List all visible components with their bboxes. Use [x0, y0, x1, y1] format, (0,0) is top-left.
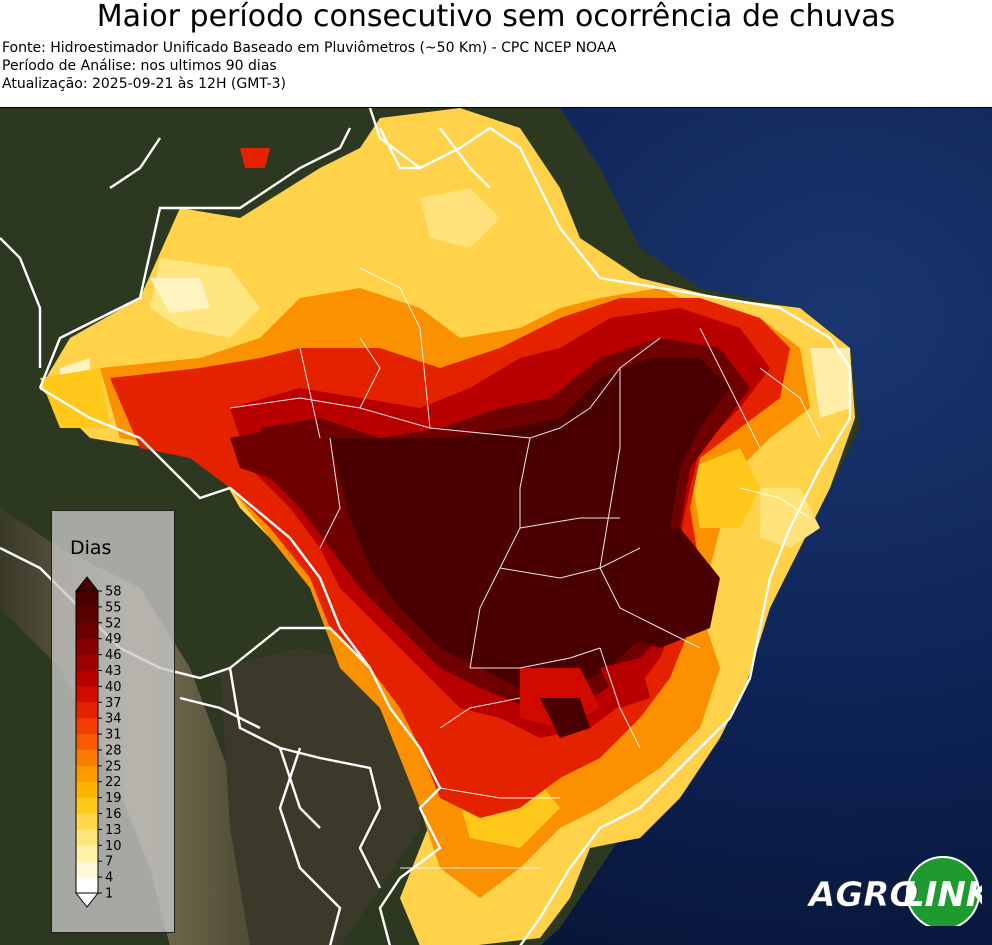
agrolink-logo: AGRO LINK — [807, 856, 982, 926]
colorbar-tick-label: 28 — [105, 743, 122, 758]
map-title: Maior período consecutivo sem ocorrência… — [96, 0, 896, 34]
colorbar-segment — [76, 718, 98, 735]
colorbar-tick-label: 10 — [105, 839, 122, 854]
colorbar-segment — [76, 813, 98, 830]
colorbar-segment — [76, 686, 98, 703]
colorbar-tick-label: 7 — [105, 855, 113, 870]
colorbar-segment — [76, 877, 98, 894]
colorbar-segment — [76, 734, 98, 751]
legend-title: Dias — [70, 537, 112, 559]
update-text: Atualização: 2025-09-21 às 12H (GMT-3) — [2, 76, 286, 92]
logo-circle — [906, 856, 980, 926]
colorbar-tick-label: 4 — [105, 871, 113, 886]
source-text: Fonte: Hidroestimador Unificado Baseado … — [2, 40, 617, 56]
colorbar-segment — [76, 702, 98, 719]
colorbar-tick-label: 55 — [105, 600, 122, 615]
colorbar-segment — [76, 591, 98, 608]
colorbar-segment — [76, 797, 98, 815]
colorbar-segment — [76, 861, 98, 878]
colorbar-segment — [76, 845, 98, 862]
colorbar-segment — [76, 765, 98, 783]
colorbar-segment — [76, 829, 98, 846]
colorbar-tick-label: 49 — [105, 632, 122, 647]
colorbar-tick-label: 31 — [105, 728, 122, 743]
colorbar-segment — [76, 638, 98, 656]
colorbar-tick-label: 46 — [105, 648, 122, 663]
colorbar-segment — [76, 670, 98, 687]
colorbar-tick-label: 13 — [105, 823, 122, 838]
colorbar-tick-label: 52 — [105, 616, 122, 631]
legend-panel: Dias 58 55 52 49 46 43 40 37 34 31 28 25 22 19 16 13 10 7… — [51, 510, 175, 933]
colorbar-tick-label: 43 — [105, 664, 122, 679]
country-borders — [0, 108, 852, 945]
colorbar-segment — [76, 622, 98, 640]
colorbar-frame — [75, 590, 99, 894]
colorbar-tick-label: 16 — [105, 807, 122, 822]
colorbar-tick-label: 1 — [105, 887, 113, 902]
colorbar-tick-label: 25 — [105, 759, 122, 774]
colorbar-tick-label: 58 — [105, 585, 122, 600]
south-land — [220, 648, 420, 945]
colorbar-tick-label: 37 — [105, 696, 122, 711]
colorbar-segment — [76, 606, 98, 624]
colorbar-tick-label: 40 — [105, 680, 122, 695]
colorbar-tick-label: 19 — [105, 791, 122, 806]
colorbar-tick-label: 22 — [105, 775, 122, 790]
colorbar-tick-label: 34 — [105, 712, 122, 727]
logo-text-link: LINK — [903, 875, 982, 915]
logo-text-agro: AGRO — [807, 875, 918, 915]
colorbar-extend-max — [74, 576, 100, 592]
colorbar-segment — [76, 749, 98, 767]
colorbar-extend-min — [74, 892, 100, 908]
colorbar-segment — [76, 781, 98, 799]
state-borders — [229, 267, 821, 869]
period-text: Período de Análise: nos ultimos 90 dias — [2, 58, 277, 74]
colorbar-segment — [76, 654, 98, 671]
